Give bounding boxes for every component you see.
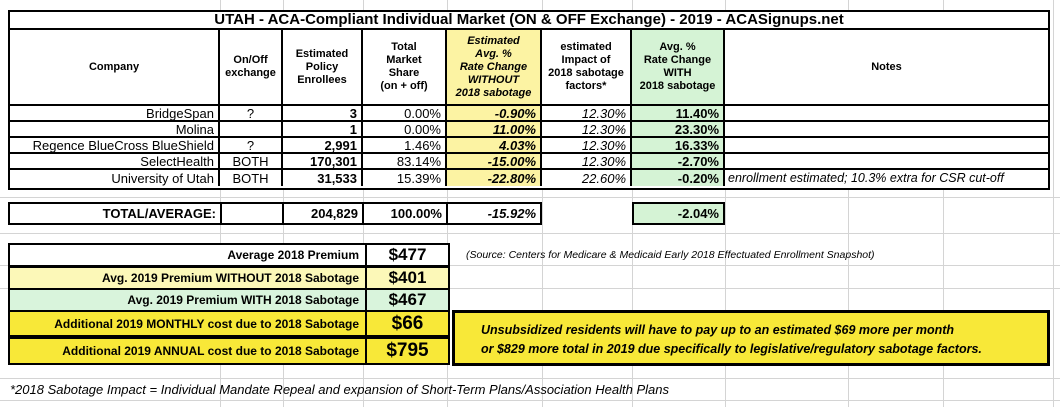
gridline bbox=[943, 0, 944, 407]
cell-company: Regence BlueCross BlueShield bbox=[10, 138, 220, 154]
cell-exchange: BOTH bbox=[220, 154, 283, 170]
cell-exchange: BOTH bbox=[220, 170, 283, 186]
gridline bbox=[0, 265, 1060, 266]
cell-exchange: ? bbox=[220, 106, 283, 122]
summary-row-annual-cost: Additional 2019 ANNUAL cost due to 2018 … bbox=[8, 337, 450, 365]
summary-label: Avg. 2019 Premium WITH 2018 Sabotage bbox=[10, 290, 365, 310]
cell-enrollees: 2,991 bbox=[283, 138, 363, 154]
cell-rate-with: 16.33% bbox=[632, 138, 725, 154]
cell-rate-without: -22.80% bbox=[447, 170, 542, 186]
summary-label: Additional 2019 MONTHLY cost due to 2018… bbox=[10, 312, 365, 335]
summary-value: $401 bbox=[367, 268, 448, 288]
cell-notes bbox=[725, 122, 1048, 138]
cell-enrollees: 31,533 bbox=[283, 170, 363, 186]
cell-notes bbox=[725, 106, 1048, 122]
sabotage-note-box: Unsubsidized residents will have to pay … bbox=[452, 310, 1050, 366]
column-header-company: Company bbox=[10, 30, 220, 106]
cell-notes: enrollment estimated; 10.3% extra for CS… bbox=[725, 170, 1048, 186]
cell-rate-without: -0.90% bbox=[447, 106, 542, 122]
gridline bbox=[0, 288, 1060, 289]
cell-rate-without: -15.00% bbox=[447, 154, 542, 170]
summary-label: Average 2018 Premium bbox=[10, 245, 365, 265]
cell-company: SelectHealth bbox=[10, 154, 220, 170]
gridline bbox=[848, 0, 849, 407]
total-rate-with: -2.04% bbox=[632, 202, 725, 225]
gridline bbox=[1053, 0, 1054, 407]
cell-impact: 12.30% bbox=[542, 106, 632, 122]
cell-exchange bbox=[220, 122, 283, 138]
cell-market-share: 1.46% bbox=[363, 138, 447, 154]
total-exchange bbox=[222, 204, 282, 223]
cell-rate-without: 11.00% bbox=[447, 122, 542, 138]
column-header-sabotage-impact: estimated Impact of 2018 sabotage factor… bbox=[542, 30, 632, 106]
cell-notes bbox=[725, 138, 1048, 154]
table-grid: Company On/Off exchange Estimated Policy… bbox=[10, 30, 1048, 186]
cell-company: University of Utah bbox=[10, 170, 220, 186]
summary-value: $477 bbox=[367, 245, 448, 265]
summary-row-premium-without-sabotage: Avg. 2019 Premium WITHOUT 2018 Sabotage … bbox=[8, 266, 450, 288]
summary-value: $467 bbox=[367, 290, 448, 310]
summary-row-premium-with-sabotage: Avg. 2019 Premium WITH 2018 Sabotage $46… bbox=[8, 288, 450, 310]
source-note: (Source: Centers for Medicare & Medicaid… bbox=[466, 249, 875, 261]
cell-market-share: 0.00% bbox=[363, 106, 447, 122]
summary-label: Additional 2019 ANNUAL cost due to 2018 … bbox=[10, 339, 365, 363]
summary-value: $795 bbox=[367, 339, 448, 363]
cell-enrollees: 3 bbox=[283, 106, 363, 122]
summary-row-monthly-cost: Additional 2019 MONTHLY cost due to 2018… bbox=[8, 310, 450, 337]
total-label: TOTAL/AVERAGE: bbox=[10, 204, 220, 223]
market-table: UTAH - ACA-Compliant Individual Market (… bbox=[8, 10, 1050, 190]
column-header-market-share: Total Market Share (on + off) bbox=[363, 30, 447, 106]
cell-enrollees: 170,301 bbox=[283, 154, 363, 170]
total-row: TOTAL/AVERAGE: 204,829 100.00% -15.92% bbox=[8, 202, 542, 225]
gridline bbox=[542, 0, 543, 407]
gridline bbox=[725, 0, 726, 407]
cell-rate-with: -2.70% bbox=[632, 154, 725, 170]
summary-value: $66 bbox=[367, 312, 448, 335]
summary-label: Avg. 2019 Premium WITHOUT 2018 Sabotage bbox=[10, 268, 365, 288]
column-header-exchange: On/Off exchange bbox=[220, 30, 283, 106]
cell-rate-without: 4.03% bbox=[447, 138, 542, 154]
total-enrollees: 204,829 bbox=[284, 204, 362, 223]
cell-market-share: 15.39% bbox=[363, 170, 447, 186]
column-header-rate-with-sabotage: Avg. % Rate Change WITH 2018 sabotage bbox=[632, 30, 725, 106]
cell-impact: 12.30% bbox=[542, 154, 632, 170]
cell-impact: 22.60% bbox=[542, 170, 632, 186]
cell-market-share: 0.00% bbox=[363, 122, 447, 138]
column-header-enrollees: Estimated Policy Enrollees bbox=[283, 30, 363, 106]
cell-exchange: ? bbox=[220, 138, 283, 154]
cell-rate-with: 23.30% bbox=[632, 122, 725, 138]
cell-impact: 12.30% bbox=[542, 138, 632, 154]
summary-row-avg-2018-premium: Average 2018 Premium $477 bbox=[8, 243, 450, 266]
total-rate-without: -15.92% bbox=[448, 204, 540, 223]
column-header-rate-without-sabotage: Estimated Avg. % Rate Change WITHOUT 201… bbox=[447, 30, 542, 106]
cell-company: BridgeSpan bbox=[10, 106, 220, 122]
gridline bbox=[0, 233, 1060, 234]
column-header-notes: Notes bbox=[725, 30, 1048, 106]
footnote: *2018 Sabotage Impact = Individual Manda… bbox=[10, 382, 669, 397]
total-market-share: 100.00% bbox=[364, 204, 446, 223]
sabotage-note-line2: or $829 more total in 2019 due specifica… bbox=[481, 342, 982, 356]
cell-market-share: 83.14% bbox=[363, 154, 447, 170]
cell-rate-with: 11.40% bbox=[632, 106, 725, 122]
gridline bbox=[0, 197, 1060, 198]
cell-enrollees: 1 bbox=[283, 122, 363, 138]
cell-company: Molina bbox=[10, 122, 220, 138]
gridline bbox=[0, 400, 1060, 401]
cell-notes bbox=[725, 154, 1048, 170]
sabotage-note-line1: Unsubsidized residents will have to pay … bbox=[481, 323, 955, 337]
gridline bbox=[0, 378, 1060, 379]
cell-rate-with: -0.20% bbox=[632, 170, 725, 186]
sheet-title: UTAH - ACA-Compliant Individual Market (… bbox=[10, 12, 1048, 30]
cell-impact: 12.30% bbox=[542, 122, 632, 138]
